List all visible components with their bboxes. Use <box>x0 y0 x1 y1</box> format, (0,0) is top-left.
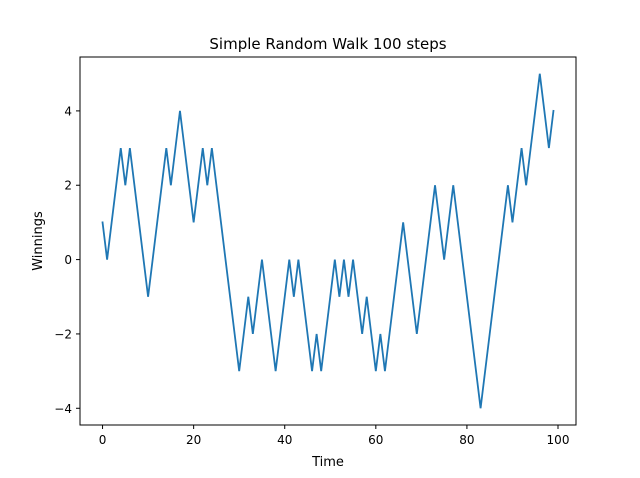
y-tick-label: −4 <box>54 402 72 416</box>
x-tick-label: 0 <box>99 433 107 447</box>
y-tick-label: −2 <box>54 327 72 341</box>
y-tick-label: 0 <box>64 253 72 267</box>
y-axis-label: Winnings <box>31 211 46 271</box>
series-layer <box>101 73 555 409</box>
y-axis-ticks: −4 −2 0 2 4 <box>54 104 80 416</box>
series-line-0 <box>101 73 555 409</box>
plot-area-frame <box>79 56 577 426</box>
y-tick-label: 2 <box>64 179 72 193</box>
chart-title: Simple Random Walk 100 steps <box>209 35 446 53</box>
x-tick-label: 60 <box>368 433 383 447</box>
x-tick-label: 20 <box>186 433 201 447</box>
x-axis-ticks: 0 20 40 60 80 100 <box>99 425 570 447</box>
y-tick-label: 4 <box>64 104 72 118</box>
x-tick-label: 40 <box>277 433 292 447</box>
x-axis-label: Time <box>311 455 344 470</box>
x-tick-label: 80 <box>459 433 474 447</box>
x-tick-label: 100 <box>547 433 570 447</box>
